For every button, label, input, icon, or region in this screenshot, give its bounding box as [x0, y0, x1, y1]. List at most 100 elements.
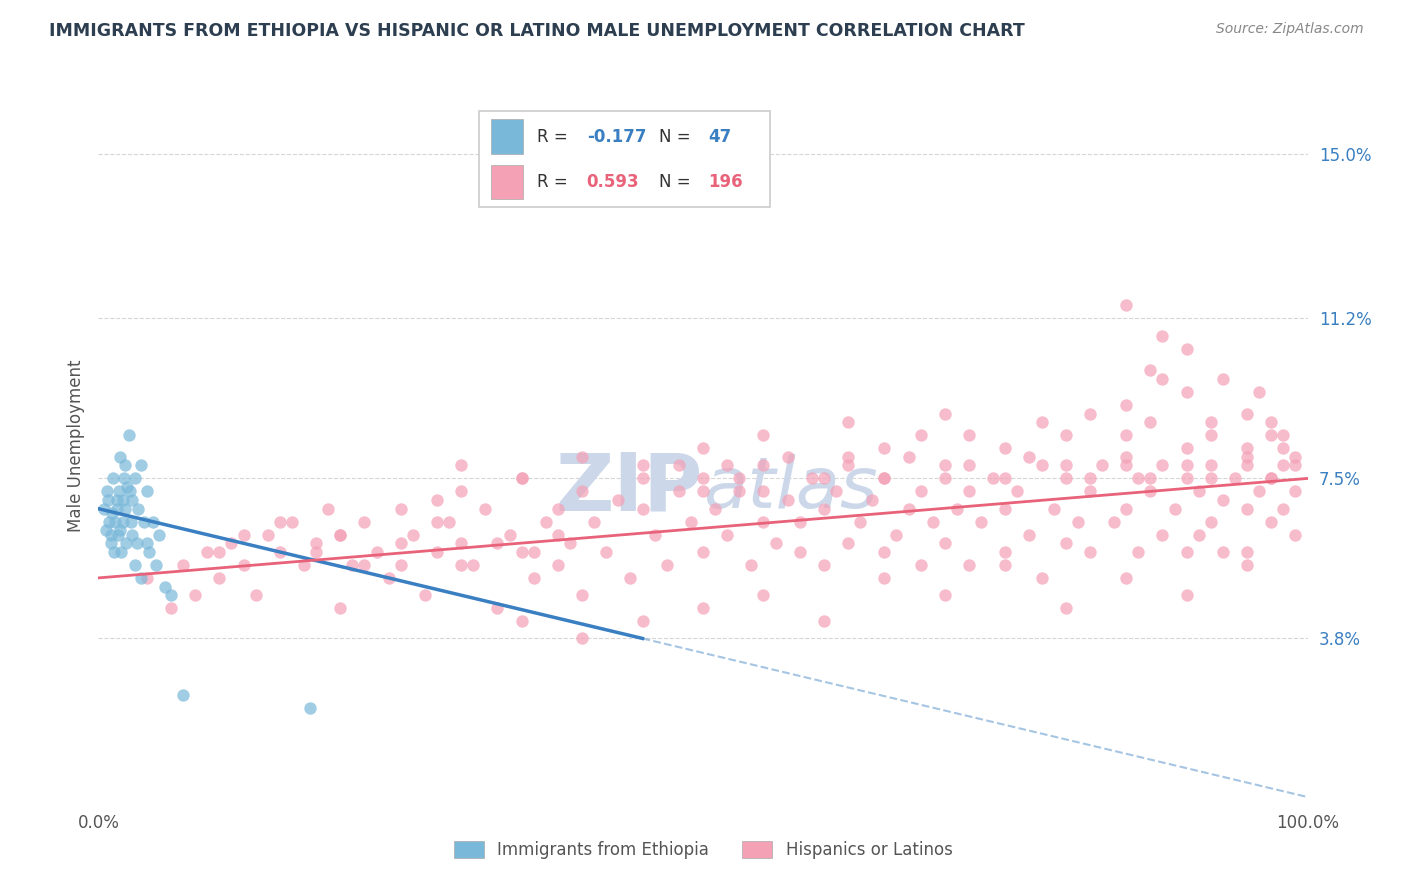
Point: [172, 558, 194, 572]
Point: [837, 450, 859, 464]
Point: [1249, 484, 1271, 499]
Point: [981, 471, 1004, 485]
Point: [631, 614, 654, 628]
Point: [129, 571, 152, 585]
Point: [1115, 298, 1137, 312]
Point: [172, 688, 194, 702]
Point: [1272, 501, 1295, 516]
Point: [860, 493, 883, 508]
Point: [994, 501, 1017, 516]
Point: [389, 536, 412, 550]
Point: [994, 558, 1017, 572]
Point: [1152, 458, 1174, 473]
Point: [1236, 450, 1258, 464]
Point: [353, 558, 375, 572]
Point: [631, 458, 654, 473]
Point: [607, 493, 630, 508]
Point: [873, 441, 896, 455]
Point: [510, 545, 533, 559]
Point: [232, 527, 254, 541]
Point: [108, 524, 131, 538]
Point: [619, 571, 641, 585]
Point: [1031, 571, 1053, 585]
Point: [934, 471, 956, 485]
Point: [921, 515, 943, 529]
Point: [752, 484, 775, 499]
Point: [1139, 415, 1161, 429]
Text: Source: ZipAtlas.com: Source: ZipAtlas.com: [1216, 22, 1364, 37]
Point: [111, 515, 134, 529]
Point: [1128, 471, 1150, 485]
Point: [1272, 428, 1295, 442]
Point: [825, 484, 848, 499]
Point: [148, 527, 170, 541]
Point: [547, 527, 569, 541]
Point: [523, 571, 546, 585]
Point: [486, 536, 509, 550]
Point: [571, 450, 593, 464]
Point: [994, 545, 1017, 559]
Point: [1199, 458, 1222, 473]
Point: [105, 501, 128, 516]
Point: [910, 484, 932, 499]
Point: [1115, 398, 1137, 412]
Point: [208, 545, 231, 559]
Y-axis label: Male Unemployment: Male Unemployment: [66, 359, 84, 533]
Point: [124, 471, 146, 485]
Point: [115, 536, 138, 550]
Point: [184, 588, 207, 602]
Point: [1175, 441, 1198, 455]
Point: [1284, 484, 1306, 499]
Point: [897, 450, 920, 464]
Point: [208, 571, 231, 585]
Point: [112, 471, 135, 485]
Point: [765, 536, 787, 550]
Text: ZIP: ZIP: [555, 450, 703, 528]
Text: atlas: atlas: [703, 454, 877, 524]
Point: [100, 536, 122, 550]
Point: [426, 515, 449, 529]
Point: [886, 527, 908, 541]
Point: [1260, 471, 1282, 485]
Point: [692, 441, 714, 455]
Point: [704, 501, 727, 516]
Point: [910, 558, 932, 572]
Point: [1188, 484, 1211, 499]
Point: [692, 545, 714, 559]
Point: [873, 471, 896, 485]
Point: [1007, 484, 1029, 499]
Point: [1078, 407, 1101, 421]
Point: [813, 471, 835, 485]
Point: [1175, 588, 1198, 602]
Point: [329, 527, 352, 541]
Point: [994, 441, 1017, 455]
Point: [402, 527, 425, 541]
Point: [121, 527, 143, 541]
Point: [1031, 415, 1053, 429]
Point: [1223, 471, 1246, 485]
Point: [957, 458, 980, 473]
Point: [377, 571, 399, 585]
Point: [486, 601, 509, 615]
Point: [232, 558, 254, 572]
Point: [776, 450, 799, 464]
Point: [94, 524, 117, 538]
Point: [269, 515, 291, 529]
Point: [1212, 545, 1234, 559]
Point: [1163, 501, 1185, 516]
Point: [366, 545, 388, 559]
Point: [668, 484, 690, 499]
Point: [547, 558, 569, 572]
Point: [510, 471, 533, 485]
Point: [145, 558, 167, 572]
Point: [474, 501, 496, 516]
Point: [111, 493, 134, 508]
Point: [571, 484, 593, 499]
Point: [437, 515, 460, 529]
Point: [97, 493, 120, 508]
Legend: Immigrants from Ethiopia, Hispanics or Latinos: Immigrants from Ethiopia, Hispanics or L…: [454, 840, 952, 859]
Point: [104, 515, 127, 529]
Point: [256, 527, 278, 541]
Point: [281, 515, 304, 529]
Point: [957, 558, 980, 572]
